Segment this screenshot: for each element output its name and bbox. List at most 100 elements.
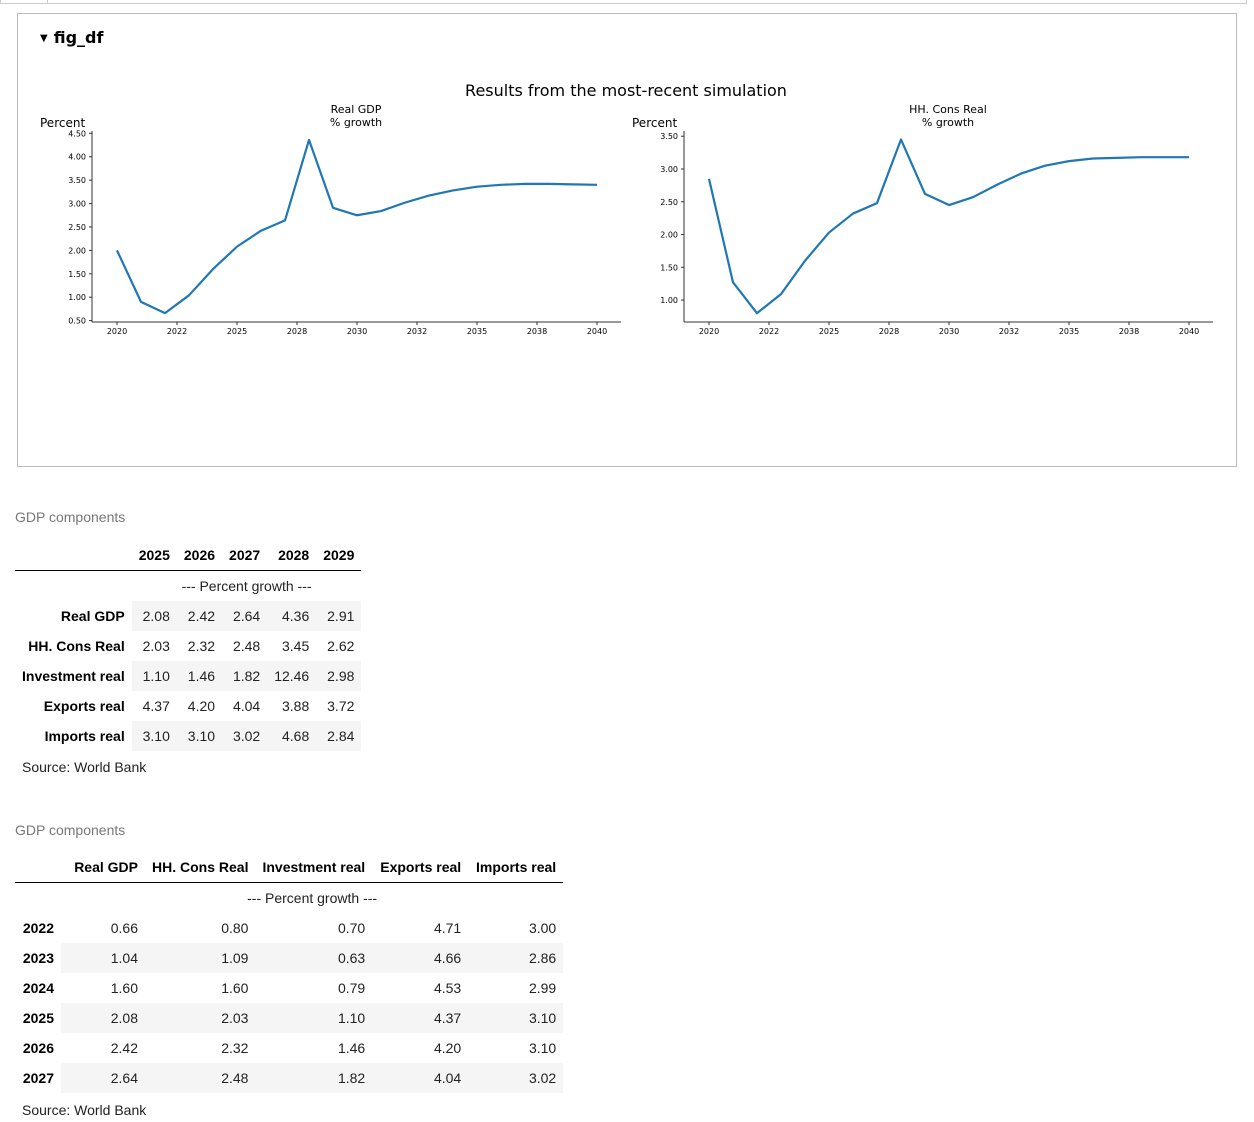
table-cell: 3.45 — [281, 638, 310, 654]
table-cell: 2.08 — [131, 601, 177, 631]
series-line — [116, 138, 598, 315]
table-cell: 4.66 — [372, 943, 469, 973]
column-header: Real GDP — [61, 851, 145, 883]
figure-panel — [17, 13, 1237, 467]
x-tick-label: 2022 — [759, 327, 779, 336]
subheader: --- Percent growth --- — [181, 578, 312, 594]
table-cell: 4.04 — [232, 698, 261, 714]
table-cell: 3.10 — [176, 721, 223, 751]
table-row: 2023 1.04 1.09 0.63 4.66 2.86 — [15, 943, 564, 973]
column-header: 2028 — [267, 539, 317, 571]
row-label: Investment real — [22, 668, 125, 684]
table-cell: 2.98 — [316, 661, 362, 691]
charts-svg: Results from the most-recent simulation … — [40, 81, 1213, 336]
table1: 2025 2026 2027 2028 2029 --- Percent growth … — [15, 539, 362, 751]
y-tick-label: 0.50 — [68, 317, 86, 326]
chart-title-line: HH. Cons Real — [909, 103, 987, 116]
table1-caption: GDP components — [15, 509, 126, 525]
y-tick-label: 4.50 — [68, 129, 86, 138]
empty-cell — [15, 571, 132, 602]
table-cell: 4.20 — [187, 698, 216, 714]
table-row: Imports real 3.10 3.10 3.02 4.68 2.84 — [15, 721, 362, 751]
x-tick-label: 2032 — [407, 327, 427, 336]
y-tick-label: 4.00 — [68, 153, 86, 162]
y-tick-label: 3.50 — [68, 176, 86, 185]
y-tick-label: 1.50 — [68, 270, 86, 279]
figure-toggle[interactable]: ▼ fig_df — [40, 28, 103, 47]
x-tick-label: 2032 — [999, 327, 1019, 336]
column-header: Exports real — [372, 851, 469, 883]
table-cell: 2.42 — [176, 601, 223, 631]
y-tick-label: 2.00 — [68, 246, 86, 255]
x-tick-label: 2028 — [287, 327, 307, 336]
table-cell: 3.02 — [222, 721, 268, 751]
table-cell: 1.46 — [337, 1040, 366, 1056]
x-tick-label: 2030 — [939, 327, 959, 336]
table-cell: 3.10 — [131, 721, 177, 751]
table-cell: 2.32 — [187, 638, 216, 654]
table-cell: 12.46 — [267, 661, 317, 691]
row-label: 2025 — [22, 1010, 54, 1026]
table-cell: 3.88 — [281, 698, 310, 714]
chart-title-line: % growth — [330, 116, 382, 129]
cell-divider — [47, 0, 48, 3]
y-tick-label: 3.00 — [660, 165, 678, 174]
table-cell: 4.68 — [267, 721, 317, 751]
table-cell: 2.03 — [145, 1003, 256, 1033]
table1-source: Source: World Bank — [22, 759, 147, 775]
table-row: Exports real 4.37 4.20 4.04 3.88 3.72 — [15, 691, 361, 721]
table-row: Investment real 1.10 1.46 1.82 12.46 2.98 — [15, 661, 362, 691]
table-cell: 2.64 — [222, 601, 268, 631]
y-tick-label: 1.50 — [660, 263, 678, 272]
column-header: 2027 — [222, 539, 268, 571]
y-axis-label: Percent — [40, 116, 85, 130]
table-cell: 2.64 — [61, 1063, 145, 1093]
x-tick-label: 2038 — [527, 327, 547, 336]
table-cell: 0.79 — [337, 980, 366, 996]
x-tick-label: 2020 — [107, 327, 127, 336]
empty-cell — [15, 883, 61, 914]
table2-source: Source: World Bank — [22, 1102, 147, 1118]
table-cell: 4.37 — [142, 698, 170, 714]
table-row: 2027 2.64 2.48 1.82 4.04 3.02 — [15, 1063, 564, 1093]
table-row: Real GDP 2.08 2.42 2.64 4.36 2.91 — [15, 601, 362, 631]
column-header: HH. Cons Real — [145, 851, 256, 883]
table-cell: 3.02 — [468, 1063, 564, 1093]
table-cell: 1.10 — [255, 1003, 373, 1033]
x-tick-label: 2035 — [467, 327, 487, 336]
table-cell: 0.66 — [110, 920, 138, 936]
x-tick-label: 2022 — [167, 327, 187, 336]
column-header: Investment real — [255, 851, 373, 883]
table-row: 2025 2.08 2.03 1.10 4.37 3.10 — [15, 1003, 564, 1033]
x-tick-label: 2035 — [1059, 327, 1079, 336]
table-cell: 2.48 — [145, 1063, 256, 1093]
corner-header — [15, 851, 61, 883]
table-cell: 1.60 — [110, 980, 138, 996]
table-cell: 2.03 — [142, 638, 170, 654]
column-header: Imports real — [468, 851, 564, 883]
table-cell: 4.53 — [433, 980, 462, 996]
table-cell: 1.82 — [255, 1063, 373, 1093]
table-cell: 1.46 — [176, 661, 223, 691]
chart-title-line: % growth — [922, 116, 974, 129]
top-cell-border — [0, 0, 1247, 4]
table2-caption: GDP components — [15, 822, 126, 838]
table-cell: 3.00 — [528, 920, 557, 936]
table-cell: 3.10 — [528, 1040, 557, 1056]
chart-suptitle: Results from the most-recent simulation — [465, 81, 787, 100]
x-tick-label: 2030 — [347, 327, 367, 336]
caret-down-icon: ▼ — [40, 33, 48, 44]
table-cell: 2.84 — [316, 721, 362, 751]
table-cell: 4.04 — [372, 1063, 469, 1093]
row-label: HH. Cons Real — [28, 638, 125, 654]
row-label: Exports real — [43, 698, 125, 714]
y-tick-label: 3.00 — [68, 200, 86, 209]
y-tick-label: 2.50 — [68, 223, 86, 232]
table-cell: 1.82 — [222, 661, 268, 691]
row-label: 2024 — [22, 980, 54, 996]
table-cell: 3.10 — [468, 1003, 564, 1033]
table-cell: 4.20 — [433, 1040, 462, 1056]
table-row: 2026 2.42 2.32 1.46 4.20 3.10 — [15, 1033, 563, 1063]
y-axis-label: Percent — [632, 116, 677, 130]
y-tick-label: 1.00 — [68, 293, 86, 302]
